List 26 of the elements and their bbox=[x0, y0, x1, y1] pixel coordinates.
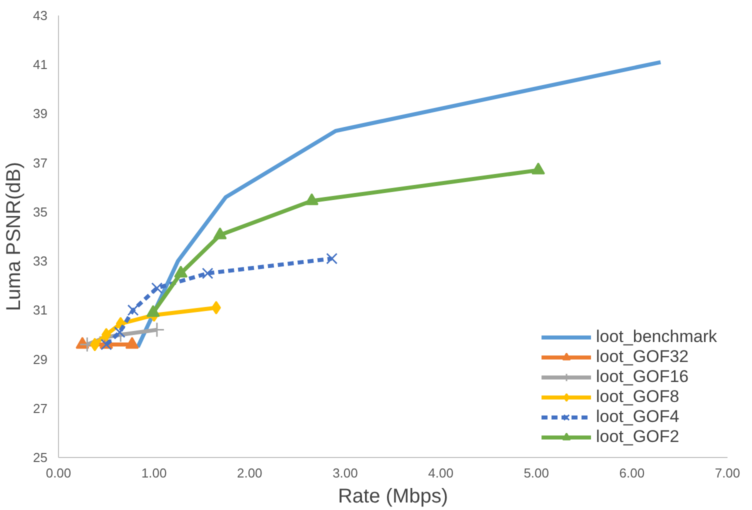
y-tick-label: 33 bbox=[33, 254, 48, 269]
x-tick-label: 2.00 bbox=[236, 466, 262, 480]
x-tick-label: 4.00 bbox=[428, 466, 454, 480]
y-tick-label: 29 bbox=[33, 352, 48, 367]
x-tick-label: 1.00 bbox=[141, 466, 167, 480]
y-axis-title: Luma PSNR(dB) bbox=[3, 162, 26, 311]
legend-label: loot_GOF2 bbox=[596, 427, 680, 447]
x-tick-label: 5.00 bbox=[524, 466, 550, 480]
legend-label: loot_GOF4 bbox=[596, 407, 680, 427]
y-tick-label: 39 bbox=[33, 106, 48, 122]
y-tick-label: 43 bbox=[33, 8, 48, 23]
x-tick-label: 0.00 bbox=[46, 466, 72, 480]
x-tick-label: 3.00 bbox=[332, 466, 358, 480]
y-tick-label: 31 bbox=[33, 302, 48, 318]
y-tick-label: 37 bbox=[33, 155, 48, 170]
legend-label: loot_GOF16 bbox=[596, 367, 689, 387]
y-tick-label: 27 bbox=[33, 400, 48, 416]
x-tick-label: 7.00 bbox=[714, 466, 740, 480]
x-axis-title: Rate (Mbps) bbox=[338, 486, 448, 508]
legend-label: loot_benchmark bbox=[596, 327, 717, 347]
y-tick-label: 35 bbox=[33, 204, 48, 220]
y-tick-label: 25 bbox=[33, 450, 48, 465]
legend-label: loot_GOF8 bbox=[596, 387, 680, 407]
x-tick-label: 6.00 bbox=[619, 466, 645, 480]
y-tick-label: 41 bbox=[33, 57, 48, 72]
legend-label: loot_GOF32 bbox=[596, 347, 689, 367]
